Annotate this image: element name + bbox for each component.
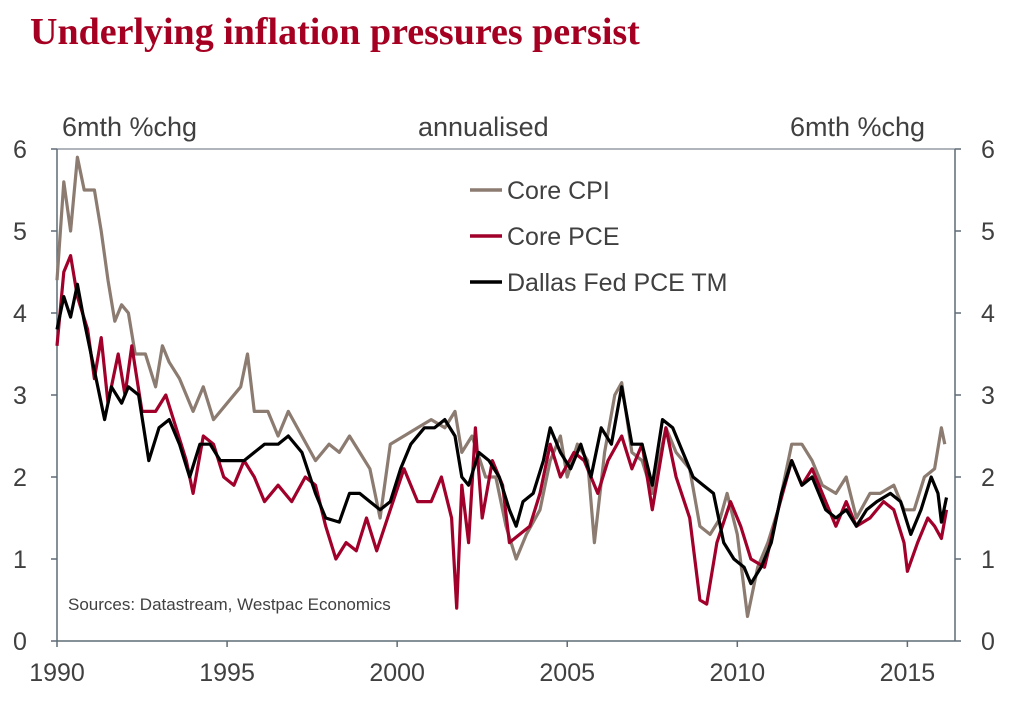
y-tick-label-right: 0: [981, 628, 995, 656]
series-line-core-cpi: [55, 155, 947, 619]
y-tick-label-right: 2: [981, 464, 995, 492]
x-tick-label: 2000: [369, 659, 425, 687]
y-tick-label-left: 1: [13, 546, 27, 574]
y-tick-label-right: 5: [981, 218, 995, 246]
right-axis-label: 6mth %chg: [790, 112, 926, 142]
y-tick-label-left: 2: [13, 464, 27, 492]
y-tick-label-left: 5: [13, 218, 27, 246]
y-tick-label-right: 6: [981, 136, 995, 164]
y-tick-label-left: 4: [13, 300, 27, 328]
x-tick-label: 1995: [199, 659, 255, 687]
y-tick-label-left: 6: [13, 136, 27, 164]
center-label: annualised: [418, 112, 549, 142]
legend-label: Dallas Fed PCE TM: [507, 269, 727, 297]
y-tick-label-right: 1: [981, 546, 995, 574]
chart-title: Underlying inflation pressures persist: [30, 11, 640, 53]
y-tick-label-right: 4: [981, 300, 995, 328]
x-tick-label: 1990: [29, 659, 85, 687]
legend-label: Core CPI: [507, 177, 610, 205]
y-tick-label-left: 0: [13, 628, 27, 656]
legend-label: Core PCE: [507, 223, 620, 251]
x-tick-label: 2015: [880, 659, 936, 687]
y-tick-label-left: 3: [13, 382, 27, 410]
left-axis-label: 6mth %chg: [62, 112, 198, 142]
y-tick-label-right: 3: [981, 382, 995, 410]
x-tick-label: 2005: [539, 659, 595, 687]
x-tick-label: 2010: [709, 659, 765, 687]
source-note: Sources: Datastream, Westpac Economics: [68, 595, 391, 614]
series-line-dallas-fed-pce-tm: [55, 282, 949, 586]
series-line-core-pce: [55, 254, 949, 610]
